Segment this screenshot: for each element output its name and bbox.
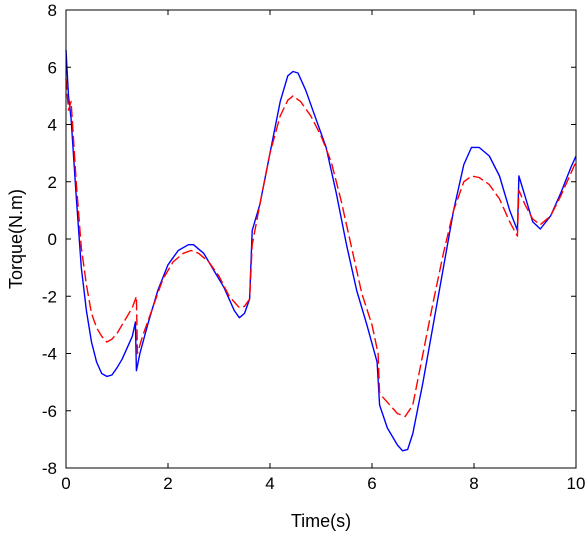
- series-line-2: [65, 78, 577, 418]
- x-tick-label: 8: [469, 474, 478, 493]
- y-tick-label: -2: [42, 287, 57, 306]
- y-tick-label: 0: [48, 230, 57, 249]
- y-tick-label: -8: [42, 459, 57, 478]
- y-tick-label: 6: [48, 58, 57, 77]
- x-tick-label: 4: [265, 474, 274, 493]
- y-axis-title: Torque(N.m): [6, 189, 26, 289]
- x-tick-label: 10: [567, 474, 586, 493]
- y-tick-label: -4: [42, 345, 57, 364]
- x-tick-label: 6: [367, 474, 376, 493]
- x-tick-label: 0: [61, 474, 70, 493]
- plot-frame: [65, 9, 577, 469]
- series-line-1: [65, 50, 577, 452]
- x-tick-label: 2: [163, 474, 172, 493]
- y-tick-label: 4: [48, 116, 57, 135]
- y-tick-label: 2: [48, 173, 57, 192]
- tick-marks: [65, 9, 577, 469]
- y-tick-label: 8: [48, 1, 57, 20]
- plot-lines: [65, 50, 577, 452]
- x-axis-title: Time(s): [291, 511, 351, 531]
- y-tick-label: -6: [42, 402, 57, 421]
- tick-labels: 0 2 4 6 8 10 -8 -6 -4 -2 0 2 4 6 8: [42, 1, 586, 493]
